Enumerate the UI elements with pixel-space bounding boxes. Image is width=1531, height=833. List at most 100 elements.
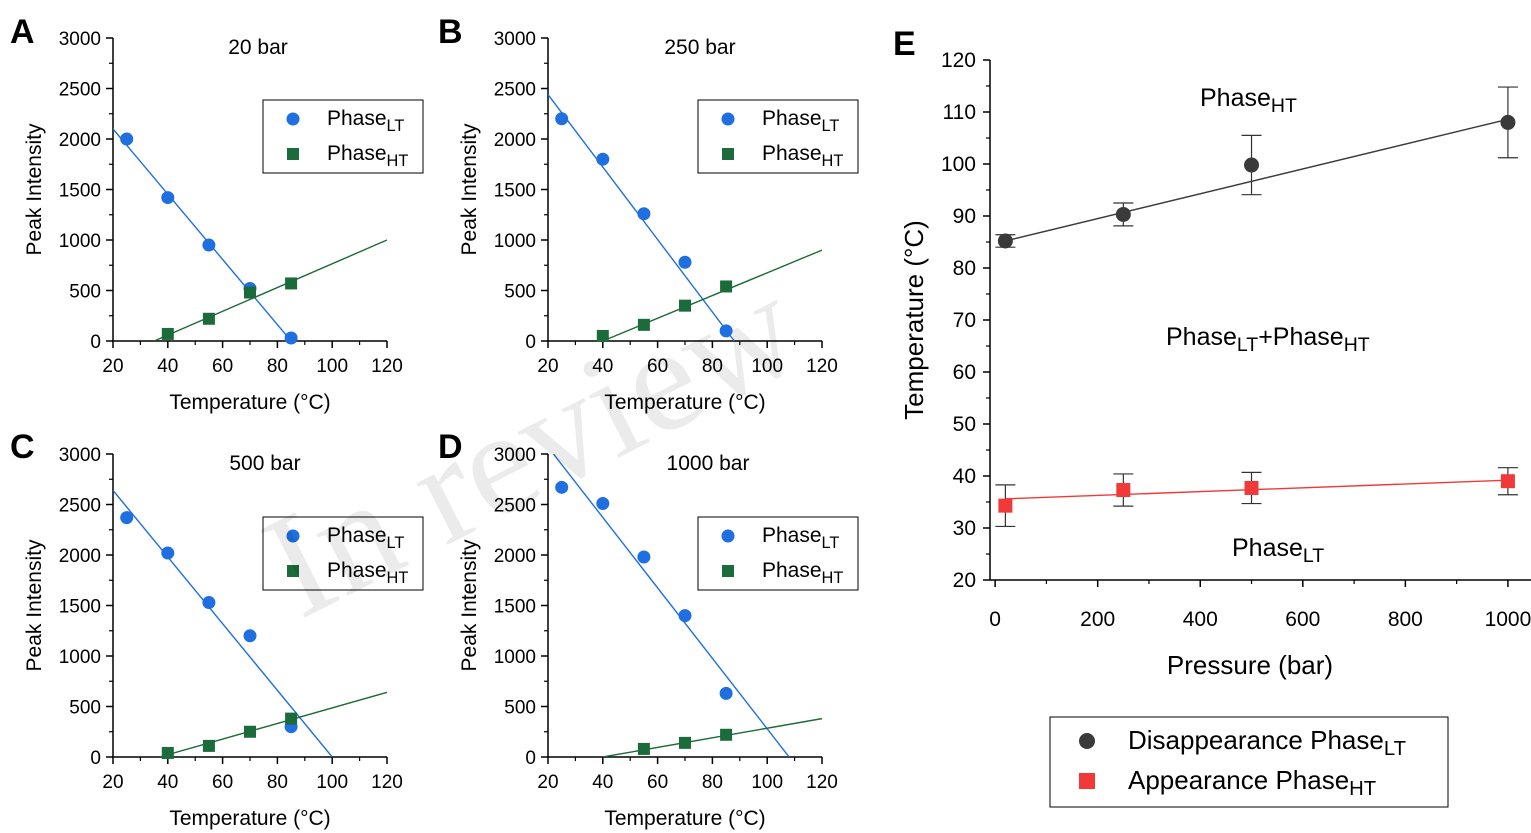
data-point (596, 152, 610, 166)
legend-label: PhaseHT (762, 142, 843, 170)
x-tick-label: 100 (751, 356, 783, 377)
charts-layer: A20 40 60 80 100 120050010001500200025003000T… (10, 13, 1531, 830)
x-tick-label: 20 (102, 356, 123, 377)
y-tick-label: 1500 (494, 597, 536, 618)
series-square (596, 249, 822, 342)
y-tick-label: 1500 (59, 181, 101, 202)
y-tick-label: 110 (943, 101, 976, 124)
data-point (202, 312, 215, 325)
legend-marker (1079, 773, 1095, 789)
y-tick-label: 90 (953, 205, 976, 228)
legend-box (1049, 716, 1449, 808)
fit-line (1005, 118, 1509, 242)
data-point (555, 480, 569, 494)
x-tick-label: 80 (267, 772, 288, 793)
y-axis-title: Peak Intensity (458, 539, 481, 671)
x-tick-label: 200 (1080, 608, 1115, 631)
data-point (1116, 483, 1131, 498)
x-tick-label: 400 (1183, 608, 1218, 631)
y-tick-label: 1500 (494, 181, 536, 202)
y-tick-label: 2500 (59, 80, 101, 101)
fit-line (552, 454, 790, 757)
data-point (679, 736, 691, 749)
x-tick-label: 60 (647, 356, 668, 377)
region-label-top: PhaseHT (1200, 84, 1297, 117)
y-tick-label: 0 (90, 748, 101, 769)
x-tick-label: 80 (702, 356, 723, 377)
series-circle (552, 454, 790, 757)
y-tick-label: 50 (953, 413, 976, 436)
legend-marker (287, 148, 299, 160)
x-tick-label: 1000 (1485, 608, 1531, 631)
x-tick-label: 120 (806, 772, 838, 793)
y-tick-label: 500 (504, 282, 536, 303)
data-point (244, 286, 256, 299)
y-tick-label: 1000 (59, 647, 101, 668)
legend-marker (286, 112, 300, 126)
series-square (995, 467, 1518, 528)
series-square (159, 691, 387, 759)
region-label-bottom: PhaseLT (1232, 534, 1324, 567)
y-tick-label: 2000 (59, 130, 101, 151)
x-tick-label: 60 (212, 772, 233, 793)
y-tick-label: 2000 (59, 546, 101, 567)
x-tick-label: 60 (647, 772, 668, 793)
y-tick-label: 120 (941, 49, 976, 72)
data-point (637, 742, 650, 755)
legend-marker (287, 565, 299, 577)
y-tick-label: 0 (525, 748, 536, 769)
y-tick-label: 2500 (494, 80, 536, 101)
y-tick-label: 1500 (59, 597, 101, 618)
data-point (1500, 474, 1515, 489)
panel-letter: A (10, 13, 35, 51)
legend: PhaseLT PhaseHT (697, 99, 859, 174)
y-tick-label: 2500 (494, 496, 536, 517)
y-tick-label: 1000 (494, 647, 536, 668)
data-point (997, 233, 1013, 249)
data-point (120, 511, 134, 525)
data-point (244, 725, 256, 738)
data-point (596, 329, 609, 342)
data-point (679, 299, 691, 312)
x-tick-label: 20 (102, 772, 123, 793)
condition-label: 250 bar (664, 36, 735, 59)
legend-label: PhaseLT (762, 107, 839, 135)
region-label-middle: PhaseLT+PhaseHT (1166, 323, 1370, 356)
x-tick-label: 40 (592, 356, 613, 377)
data-point (202, 238, 216, 252)
panel-letter: D (438, 428, 463, 466)
x-tick-label: 100 (751, 772, 783, 793)
series-square (602, 717, 822, 757)
x-tick-label: 120 (371, 772, 403, 793)
y-tick-label: 500 (504, 698, 536, 719)
x-tick-label: 800 (1388, 608, 1423, 631)
y-tick-label: 3000 (59, 29, 101, 50)
data-point (678, 255, 692, 269)
fit-line (113, 128, 292, 341)
data-point (120, 132, 134, 146)
x-tick-label: 100 (316, 356, 348, 377)
x-tick-label: 40 (157, 772, 178, 793)
data-point (202, 595, 216, 609)
y-axis-title: Temperature (°C) (899, 220, 929, 420)
legend-label: PhaseLT (327, 107, 404, 135)
data-point (596, 496, 610, 510)
legend-marker (1079, 733, 1095, 749)
chart-panel-a: A 20 40 60 80 100 120 0 500 1000 1500 2000 2500 3000 T… (10, 13, 424, 414)
data-point (1500, 114, 1516, 130)
series-circle (995, 86, 1518, 249)
legend-marker (286, 529, 300, 543)
y-tick-label: 1000 (59, 231, 101, 252)
x-tick-label: 60 (212, 356, 233, 377)
y-tick-label: 2000 (494, 546, 536, 567)
data-point (637, 318, 650, 331)
data-point (161, 327, 174, 340)
legend-marker (722, 565, 734, 577)
y-axis-title: Peak Intensity (458, 123, 481, 255)
chart-panel-d: D 20 40 60 80 100 120 0 500 1000 1500 2000 2500 3000 T… (438, 428, 859, 830)
data-point (202, 739, 215, 752)
x-tick-label: 120 (371, 356, 403, 377)
legend-label: PhaseHT (327, 559, 408, 587)
legend-box (262, 99, 424, 174)
